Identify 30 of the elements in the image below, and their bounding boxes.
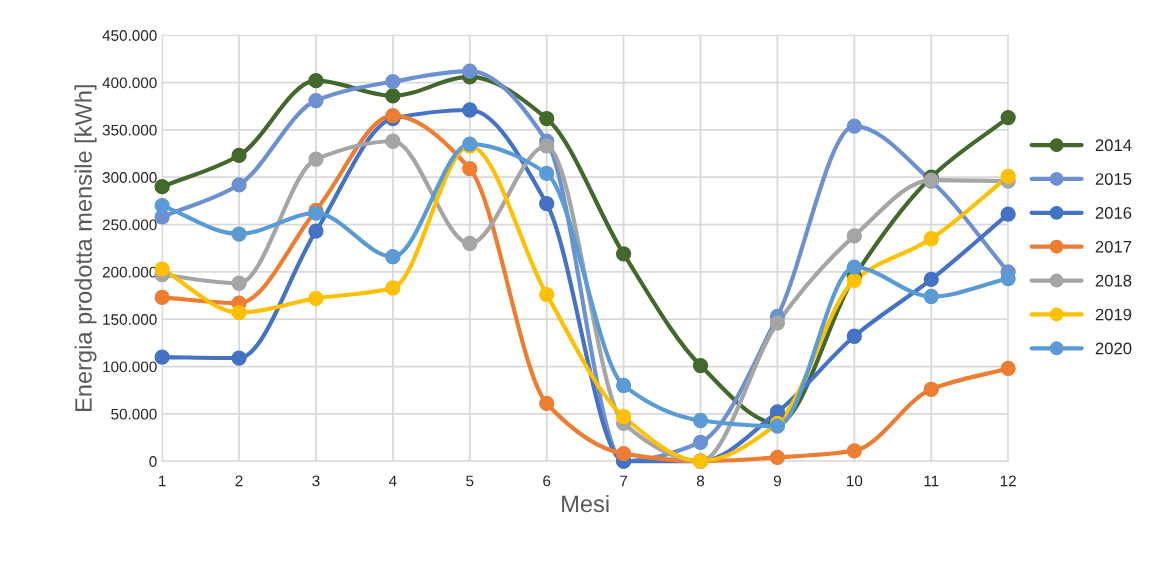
y-tick-label: 400.000 bbox=[102, 77, 157, 89]
x-tick-label: 2 bbox=[235, 475, 243, 487]
y-tick-label: 300.000 bbox=[102, 172, 157, 183]
x-tick-label: 3 bbox=[312, 475, 320, 487]
x-tick-label: 8 bbox=[696, 475, 705, 487]
x-tick-label: 9 bbox=[773, 475, 781, 487]
y-tick-label: 450.000 bbox=[102, 30, 157, 41]
y-tick-label: 0 bbox=[149, 456, 157, 467]
y-tick-label: 150.000 bbox=[103, 314, 157, 325]
legend-label: 2017 bbox=[1095, 240, 1132, 253]
legend-label: 2016 bbox=[1095, 207, 1132, 219]
x-tick-label: 4 bbox=[388, 475, 397, 487]
x-tick-label: 11 bbox=[924, 475, 939, 487]
x-tick-label: 5 bbox=[466, 475, 474, 487]
x-axis-title: Mesi bbox=[562, 494, 609, 513]
legend-label: 2014 bbox=[1095, 139, 1132, 152]
y-tick-label: 350.000 bbox=[102, 124, 157, 136]
x-tick-label: 6 bbox=[543, 475, 551, 487]
y-tick-label: 250.000 bbox=[102, 219, 157, 231]
legend-label: 2020 bbox=[1095, 342, 1132, 355]
y-tick-label: 50.000 bbox=[111, 408, 157, 420]
x-tick-label: 7 bbox=[620, 475, 628, 487]
x-tick-label: 10 bbox=[847, 475, 863, 487]
y-axis-title: Energia prodotta mensile [kWh] bbox=[74, 85, 97, 411]
legend-label: 2015 bbox=[1095, 173, 1132, 185]
legend-label: 2018 bbox=[1095, 274, 1132, 287]
y-tick-label: 100.000 bbox=[103, 361, 157, 373]
x-tick-label: 1 bbox=[159, 475, 166, 487]
x-tick-label: 12 bbox=[1000, 475, 1016, 487]
legend-label: 2019 bbox=[1095, 308, 1132, 321]
